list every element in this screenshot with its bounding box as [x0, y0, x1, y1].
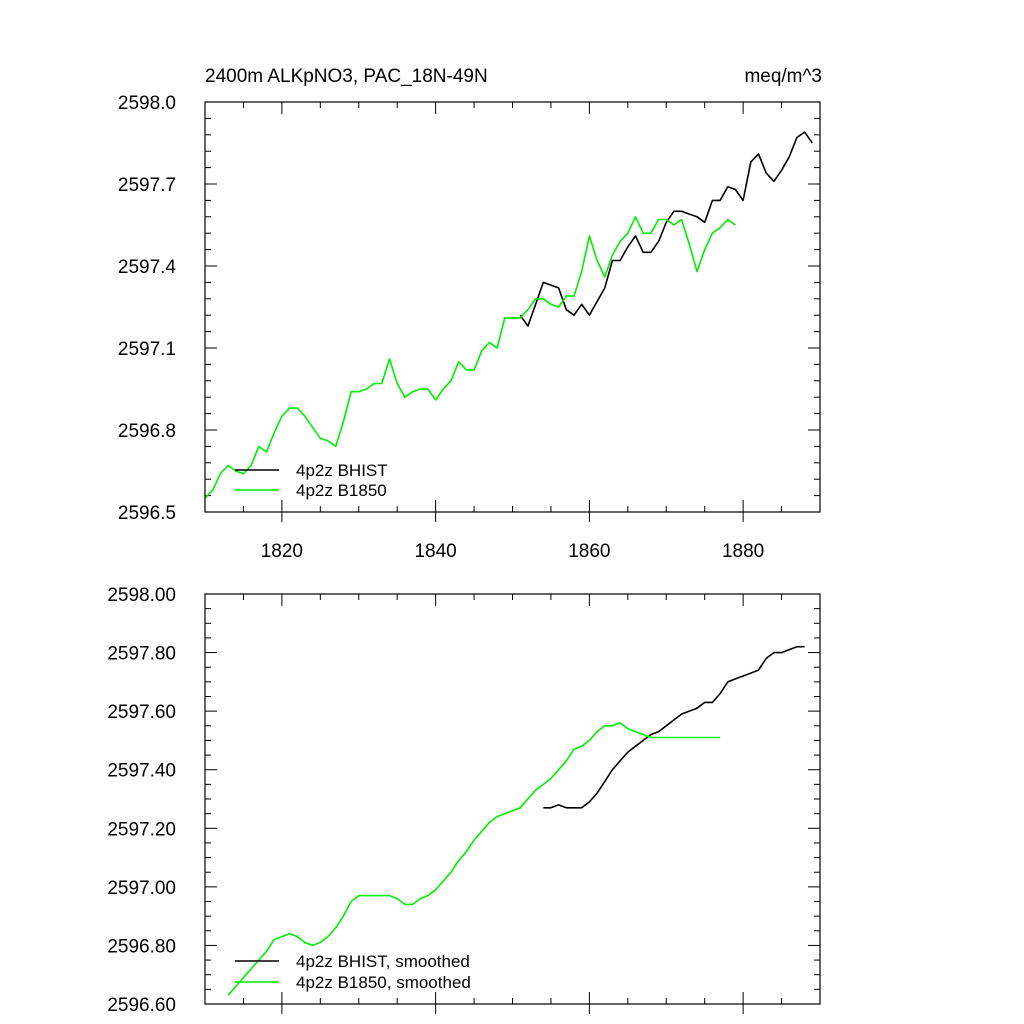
y-tick-label: 2598.0: [118, 93, 176, 114]
x-tick-label: 1880: [722, 541, 764, 562]
legend-label-bhist-smoothed: 4p2z BHIST, smoothed: [296, 952, 470, 971]
bottom-panel: 2596.60 2596.80 2597.00 2597.20 2597.40 2597.…: [107, 585, 821, 1016]
legend-label-bhist: 4p2z BHIST: [296, 461, 388, 480]
axis-ticks: [204, 593, 821, 1014]
y-tick-label: 2597.40: [107, 761, 176, 782]
y-tick-label: 2597.1: [118, 339, 176, 360]
series-line-4p2z-b1850-smoothed: [227, 722, 721, 996]
series-line-4p2z-b1850: [204, 216, 736, 499]
y-tick-label: 2598.00: [107, 585, 176, 606]
y-tick-label: 2596.80: [107, 936, 176, 957]
series-line-4p2z-bhist-smoothed: [543, 645, 805, 809]
legend: 4p2z BHIST 4p2z B1850: [235, 461, 388, 500]
y-tick-labels: 2596.60 2596.80 2597.00 2597.20 2597.40 2597.…: [107, 585, 176, 1016]
y-tick-label: 2596.5: [118, 503, 176, 524]
legend-label-b1850-smoothed: 4p2z B1850, smoothed: [296, 973, 471, 992]
y-tick-label: 2596.60: [107, 995, 176, 1016]
y-tick-label: 2597.80: [107, 644, 176, 665]
top-panel: 2400m ALKpNO3, PAC_18N-49N meq/m^3 2596.…: [118, 66, 822, 562]
legend-label-b1850: 4p2z B1850: [296, 481, 387, 500]
units-label: meq/m^3: [744, 66, 822, 87]
y-tick-label: 2597.7: [118, 175, 176, 196]
y-tick-label: 2597.20: [107, 819, 176, 840]
chart-title: 2400m ALKpNO3, PAC_18N-49N: [205, 66, 488, 87]
series-line-4p2z-bhist: [519, 131, 813, 327]
axis-ticks: [204, 101, 821, 522]
x-tick-label: 1840: [414, 541, 456, 562]
y-tick-labels: 2596.5 2596.8 2597.1 2597.4 2597.7 2598.0: [118, 93, 177, 524]
plot-frame: [204, 593, 821, 1005]
y-tick-label: 2596.8: [118, 421, 176, 442]
legend: 4p2z BHIST, smoothed 4p2z B1850, smoothe…: [235, 952, 471, 992]
y-tick-label: 2597.00: [107, 878, 176, 899]
y-tick-label: 2597.60: [107, 702, 176, 723]
x-tick-labels: 1820 1840 1860 1880: [261, 541, 765, 562]
x-tick-label: 1860: [568, 541, 610, 562]
y-tick-label: 2597.4: [118, 257, 177, 278]
x-tick-label: 1820: [261, 541, 303, 562]
series-lines: [227, 645, 805, 996]
series-lines: [204, 131, 813, 499]
plot-frame: [204, 101, 821, 513]
